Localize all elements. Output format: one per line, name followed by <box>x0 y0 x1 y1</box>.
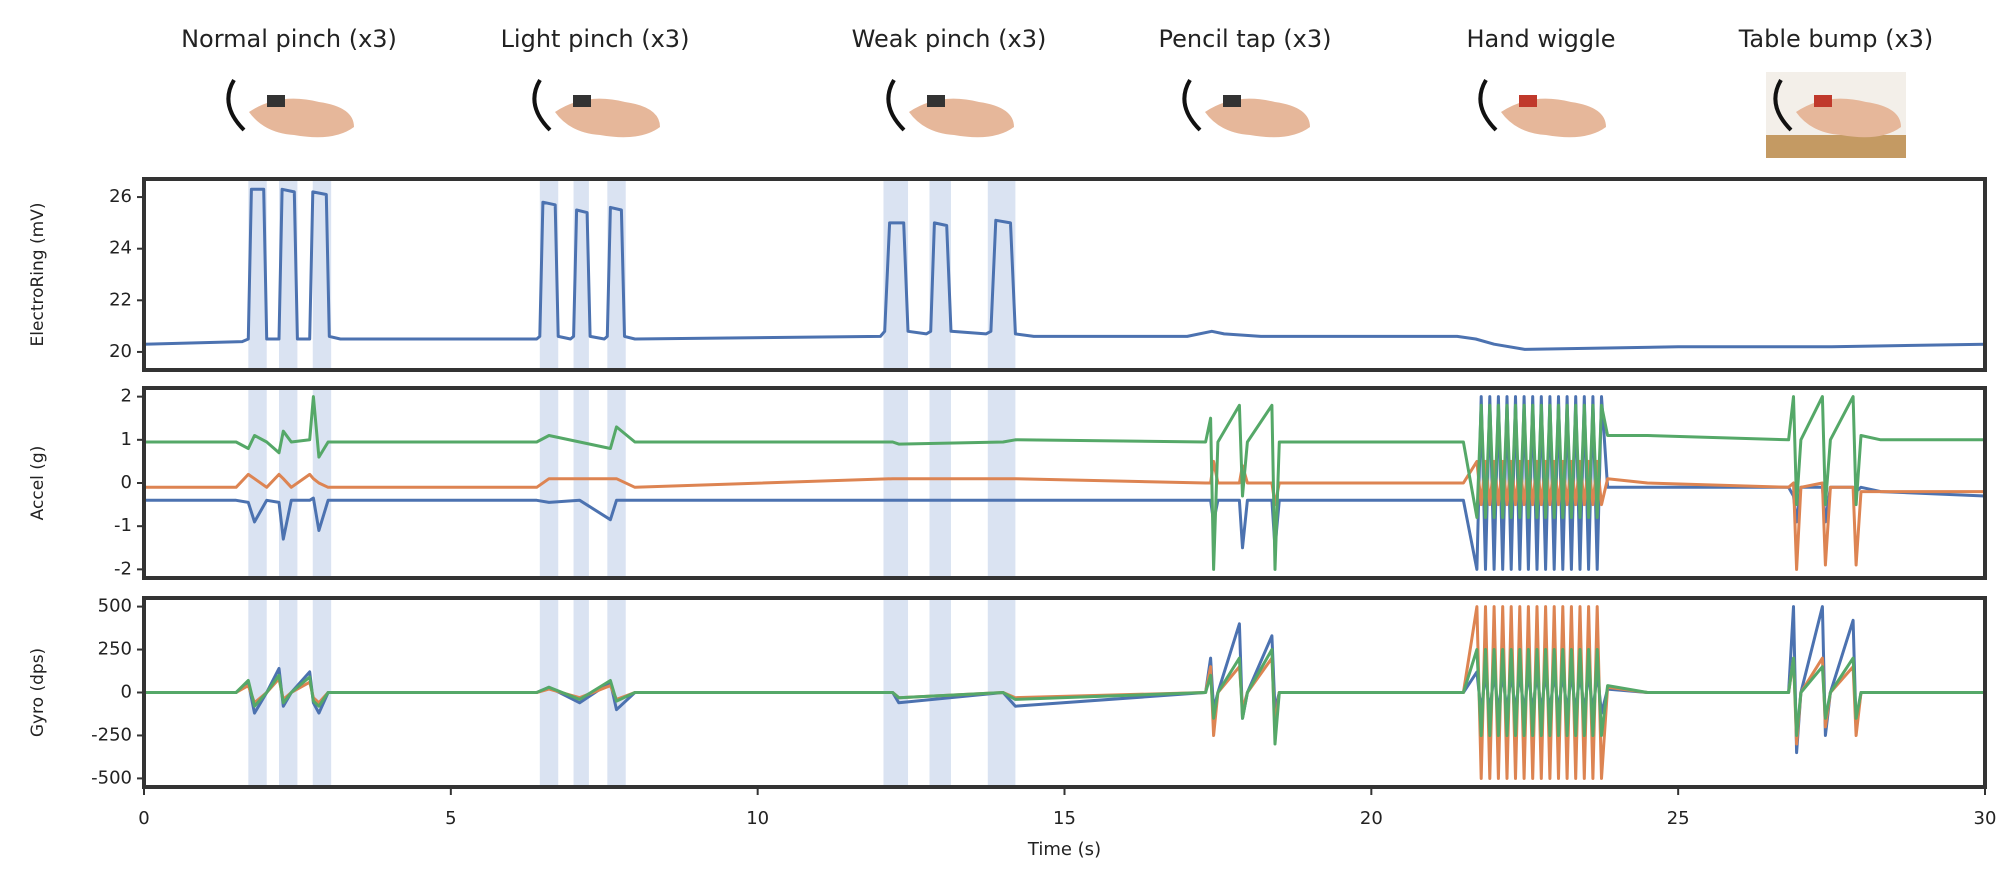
panel-frame <box>144 388 1985 578</box>
chart: Normal pinch (x3) Light pinch (x3) Weak pi… <box>0 0 2002 869</box>
x-tick-label: 20 <box>1360 808 1383 829</box>
y-tick-label: -250 <box>91 724 132 745</box>
highlight-span <box>574 598 589 787</box>
highlight-span <box>248 388 266 578</box>
series-line <box>144 397 1985 570</box>
y-axis-label: ElectroRing (mV) <box>28 203 48 347</box>
x-axis-label: Time (s) <box>1027 839 1101 860</box>
x-tick-label: 0 <box>138 808 149 829</box>
ring-device <box>927 95 945 107</box>
ring-device <box>573 95 591 107</box>
highlight-span <box>883 388 908 578</box>
x-tick-label: 10 <box>746 808 769 829</box>
gesture-illustration <box>525 72 665 158</box>
gesture-illustration <box>219 72 359 158</box>
x-tick-label: 30 <box>1974 808 1997 829</box>
annotation: Hand wiggle <box>1466 25 1615 53</box>
y-tick-label: 2 <box>121 386 132 407</box>
gesture-illustration <box>1175 72 1315 158</box>
y-tick-label: 0 <box>121 682 132 703</box>
series-line <box>144 650 1985 745</box>
annotation: Normal pinch (x3) <box>181 25 397 53</box>
series-line <box>144 607 1985 753</box>
highlight-span <box>929 598 950 787</box>
y-tick-label: -1 <box>114 515 132 536</box>
highlight-span <box>607 598 625 787</box>
ring-device <box>1519 95 1537 107</box>
table <box>1766 135 1906 158</box>
x-tick-label: 15 <box>1053 808 1076 829</box>
series-line <box>144 461 1985 569</box>
ring-device <box>1814 95 1832 107</box>
x-tick-label: 25 <box>1667 808 1690 829</box>
highlight-span <box>540 598 558 787</box>
gesture-illustration <box>1766 72 1906 158</box>
y-tick-label: 0 <box>121 472 132 493</box>
x-tick-label: 5 <box>445 808 456 829</box>
series-line <box>144 189 1985 349</box>
y-tick-label: 22 <box>109 289 132 310</box>
ring-device <box>1223 95 1241 107</box>
panel-frame <box>144 179 1985 370</box>
y-tick-label: 24 <box>109 238 132 259</box>
annotation: Table bump (x3) <box>1738 25 1934 53</box>
y-tick-label: 20 <box>109 341 132 362</box>
annotation: Light pinch (x3) <box>501 25 690 53</box>
highlight-span <box>988 388 1016 578</box>
highlight-span <box>929 388 950 578</box>
ring-device <box>267 95 285 107</box>
annotation: Weak pinch (x3) <box>852 25 1047 53</box>
y-axis-label: Gyro (dps) <box>28 648 48 737</box>
y-tick-label: 250 <box>98 639 132 660</box>
annotation: Pencil tap (x3) <box>1159 25 1332 53</box>
y-axis-label: Accel (g) <box>28 446 48 521</box>
series-line <box>144 397 1985 570</box>
gesture-illustration <box>1471 72 1611 158</box>
y-tick-label: 26 <box>109 186 132 207</box>
y-tick-label: -2 <box>114 558 132 579</box>
gesture-illustration <box>879 72 1019 158</box>
y-tick-label: -500 <box>91 767 132 788</box>
y-tick-label: 500 <box>98 596 132 617</box>
highlight-span <box>574 388 589 578</box>
y-tick-label: 1 <box>121 429 132 450</box>
